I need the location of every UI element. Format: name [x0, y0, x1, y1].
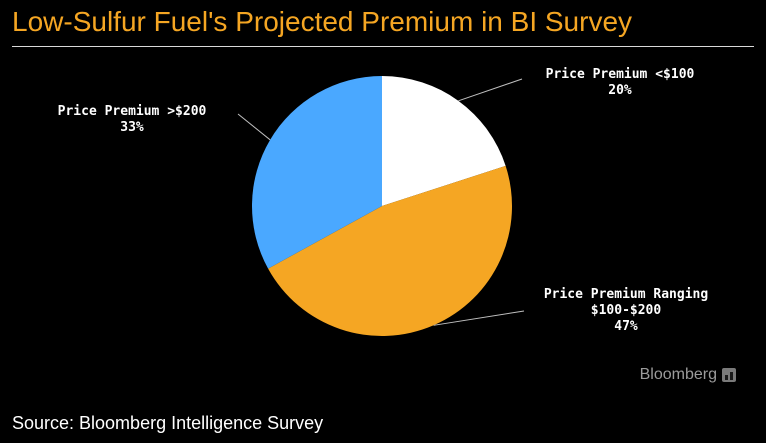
slice-label-premium-under-100: Price Premium <$100	[546, 67, 695, 82]
slice-percent-premium-under-100: 20%	[608, 83, 632, 98]
pie-slice-premium-under-100	[382, 76, 506, 206]
slice-label-premium-100-200: Price Premium Ranging	[544, 287, 708, 302]
leader-line-premium-100-200	[433, 310, 525, 326]
pie-slice-premium-100-200	[268, 165, 513, 337]
pie-slice-premium-over-200	[252, 76, 382, 269]
pie-slices	[252, 76, 513, 337]
title-divider	[12, 46, 754, 47]
leader-line-premium-under-100	[458, 78, 523, 102]
bloomberg-chart-icon	[722, 368, 736, 382]
leader-line-premium-over-200	[237, 113, 271, 141]
leader-lines	[237, 78, 525, 326]
slice-label-premium-over-200: Price Premium >$200	[58, 104, 207, 119]
bloomberg-brand: Bloomberg	[640, 366, 736, 384]
slice-percent-premium-over-200: 33%	[120, 120, 144, 135]
source-note: Source: Bloomberg Intelligence Survey	[12, 413, 324, 433]
chart-title: Low-Sulfur Fuel's Projected Premium in B…	[12, 6, 633, 37]
brand-name: Bloomberg	[639, 366, 717, 383]
slice-percent-premium-100-200: 47%	[614, 319, 638, 334]
slice-label-premium-100-200: $100-$200	[591, 303, 662, 318]
